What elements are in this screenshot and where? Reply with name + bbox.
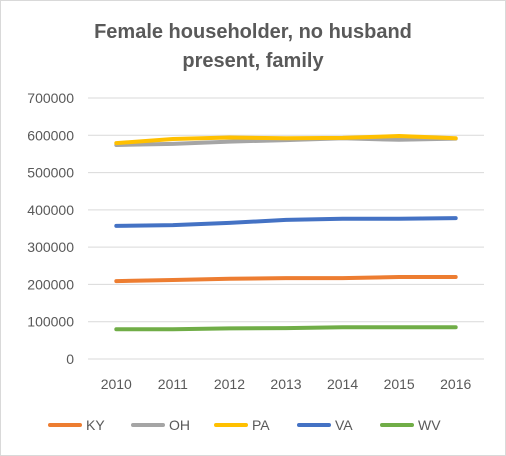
x-tick-label: 2014 (327, 376, 358, 392)
y-tick-label: 700000 (27, 90, 74, 106)
y-tick-label: 200000 (27, 276, 74, 292)
series-lines (114, 134, 458, 332)
y-tick-label: 300000 (27, 239, 74, 255)
chart-title-line-1: Female householder, no husband (94, 21, 412, 43)
x-tick-label: 2011 (158, 376, 188, 392)
series-line-wv (114, 325, 458, 332)
legend: KY OH PA VA WV (48, 417, 441, 433)
y-tick-label: 500000 (27, 165, 74, 181)
x-axis-ticks: 2010 2011 2012 2013 2014 2015 2016 (101, 376, 472, 392)
x-tick-label: 2010 (101, 376, 132, 392)
chart-title-line-2: present, family (182, 50, 324, 72)
x-tick-label: 2015 (384, 376, 415, 392)
series-line-ky (114, 275, 458, 284)
legend-label-va: VA (335, 417, 353, 433)
legend-label-ky: KY (86, 417, 105, 433)
legend-label-pa: PA (252, 417, 270, 433)
y-tick-label: 0 (66, 351, 74, 367)
x-tick-label: 2012 (214, 376, 245, 392)
legend-label-oh: OH (169, 417, 190, 433)
x-tick-label: 2016 (440, 376, 471, 392)
series-line-va (114, 216, 458, 228)
x-tick-label: 2013 (270, 376, 301, 392)
legend-label-wv: WV (418, 417, 441, 433)
series-line-pa (114, 134, 458, 146)
y-axis-ticks: 0 100000 200000 300000 400000 500000 600000 700… (27, 90, 74, 367)
y-tick-label: 100000 (27, 314, 74, 330)
y-tick-label: 600000 (27, 127, 74, 143)
y-tick-label: 400000 (27, 202, 74, 218)
